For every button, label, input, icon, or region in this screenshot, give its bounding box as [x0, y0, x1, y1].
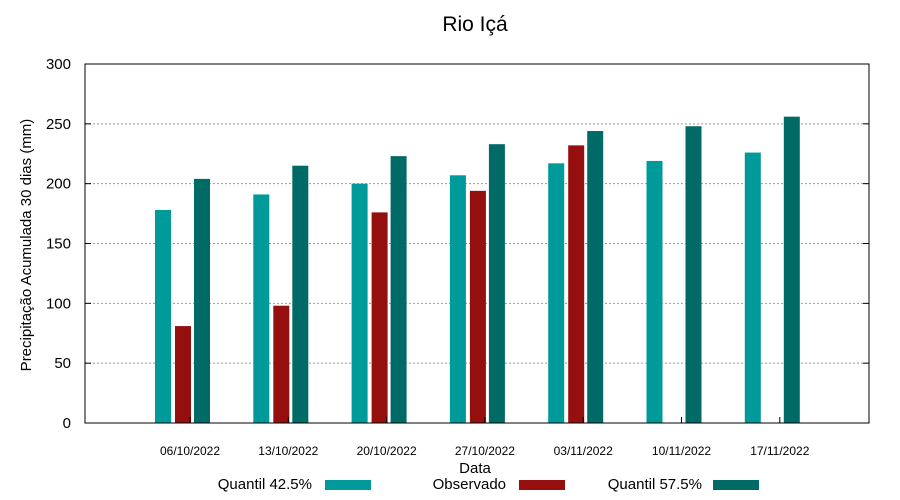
y-tick-label: 100: [46, 295, 71, 312]
x-axis-ticks: 06/10/2022 13/10/2022 20/10/2022 27/10/2022…: [160, 417, 810, 458]
x-tick-label: 13/10/2022: [258, 444, 318, 458]
x-axis-label: Data: [459, 460, 491, 477]
legend-label: Quantil 42.5%: [218, 476, 312, 493]
legend-swatch: [713, 480, 759, 490]
bar: [488, 144, 505, 423]
y-tick-label: 150: [46, 236, 71, 253]
bar: [587, 131, 604, 423]
y-tick-label: 200: [46, 176, 71, 193]
bar: [175, 326, 191, 423]
bar: [371, 212, 388, 423]
bar: [548, 163, 565, 423]
chart-title: Rio Içá: [442, 13, 508, 36]
x-tick-label: 06/10/2022: [160, 444, 220, 458]
bar: [273, 305, 290, 423]
legend-label: Observado: [433, 476, 506, 493]
legend-label: Quantil 57.5%: [608, 476, 702, 493]
bar: [744, 152, 761, 423]
bars: [155, 116, 800, 424]
x-tick-label: 17/11/2022: [750, 444, 809, 458]
bar: [253, 194, 270, 423]
y-tick-label: 50: [54, 355, 71, 372]
legend: Quantil 42.5% Observado Quantil 57.5%: [218, 476, 759, 493]
bar: [646, 160, 663, 423]
bar: [449, 175, 466, 423]
x-tick-label: 27/10/2022: [455, 444, 515, 458]
x-tick-label: 10/11/2022: [652, 444, 711, 458]
y-tick-label: 250: [46, 116, 71, 133]
y-tick-label: 300: [46, 56, 71, 73]
y-axis-label: Precipitação Acumulada 30 dias (mm): [18, 119, 35, 372]
y-tick-label: 0: [63, 415, 71, 432]
bar: [469, 190, 486, 423]
bar: [155, 209, 171, 423]
bar: [568, 145, 585, 423]
bar: [292, 165, 309, 423]
legend-swatch: [519, 480, 565, 490]
bar: [351, 183, 368, 423]
bar: [783, 116, 800, 424]
bar: [194, 178, 210, 423]
x-tick-label: 03/11/2022: [554, 444, 613, 458]
y-axis-ticks: 0 50 100 150 200 250 300: [46, 56, 869, 432]
legend-swatch: [325, 480, 371, 490]
bar: [390, 156, 407, 424]
bar: [685, 126, 702, 423]
x-tick-label: 20/10/2022: [357, 444, 417, 458]
